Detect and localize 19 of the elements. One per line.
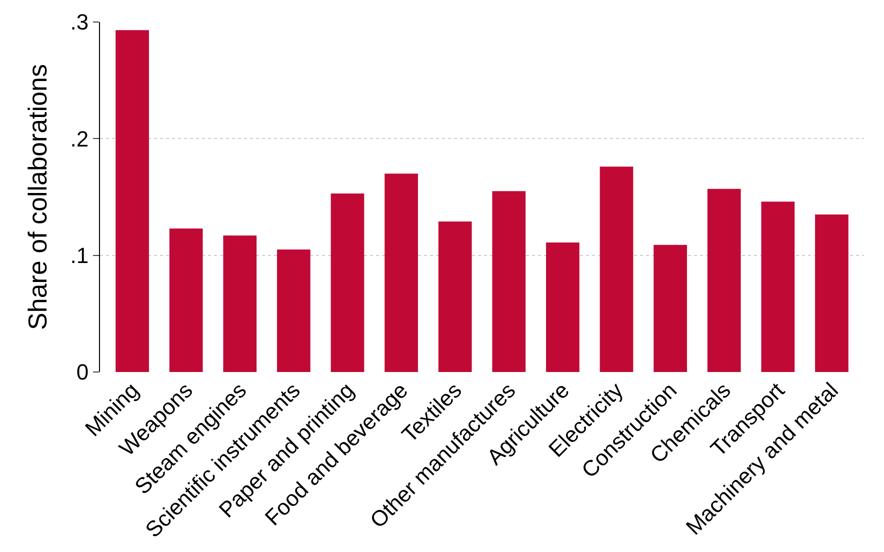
bar: [815, 214, 848, 372]
bar: [546, 242, 580, 372]
bar: [438, 222, 472, 372]
bar: [600, 166, 634, 372]
y-tick-label: .2: [70, 126, 89, 152]
bar: [330, 194, 364, 372]
bar: [116, 30, 149, 372]
bar: [223, 236, 257, 372]
bar: [492, 191, 526, 372]
bar: [169, 228, 203, 372]
y-tick-label: 0: [76, 360, 89, 385]
y-tick-label: .1: [70, 243, 89, 268]
y-axis-title: Share of collaborations: [22, 64, 53, 330]
y-tick-label: .3: [70, 10, 89, 35]
bar: [761, 202, 795, 372]
bar: [384, 174, 418, 372]
bar: [277, 250, 310, 372]
bar: [654, 244, 687, 372]
bar: [707, 188, 741, 372]
